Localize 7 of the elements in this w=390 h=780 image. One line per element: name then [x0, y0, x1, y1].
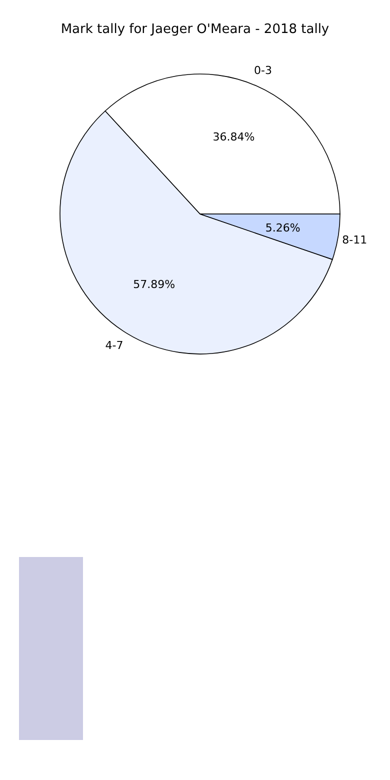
slice-label: 8-11 — [342, 233, 368, 246]
data-label: 36.84% — [212, 130, 255, 144]
chart-title: Mark tally for Jaeger O'Meara - 2018 tally — [60, 21, 330, 39]
slice-label: 0-3 — [254, 64, 272, 77]
data-label: 5.26% — [265, 221, 300, 234]
slice-label: 4-7 — [105, 338, 124, 352]
data-label: 57.89% — [133, 278, 176, 291]
